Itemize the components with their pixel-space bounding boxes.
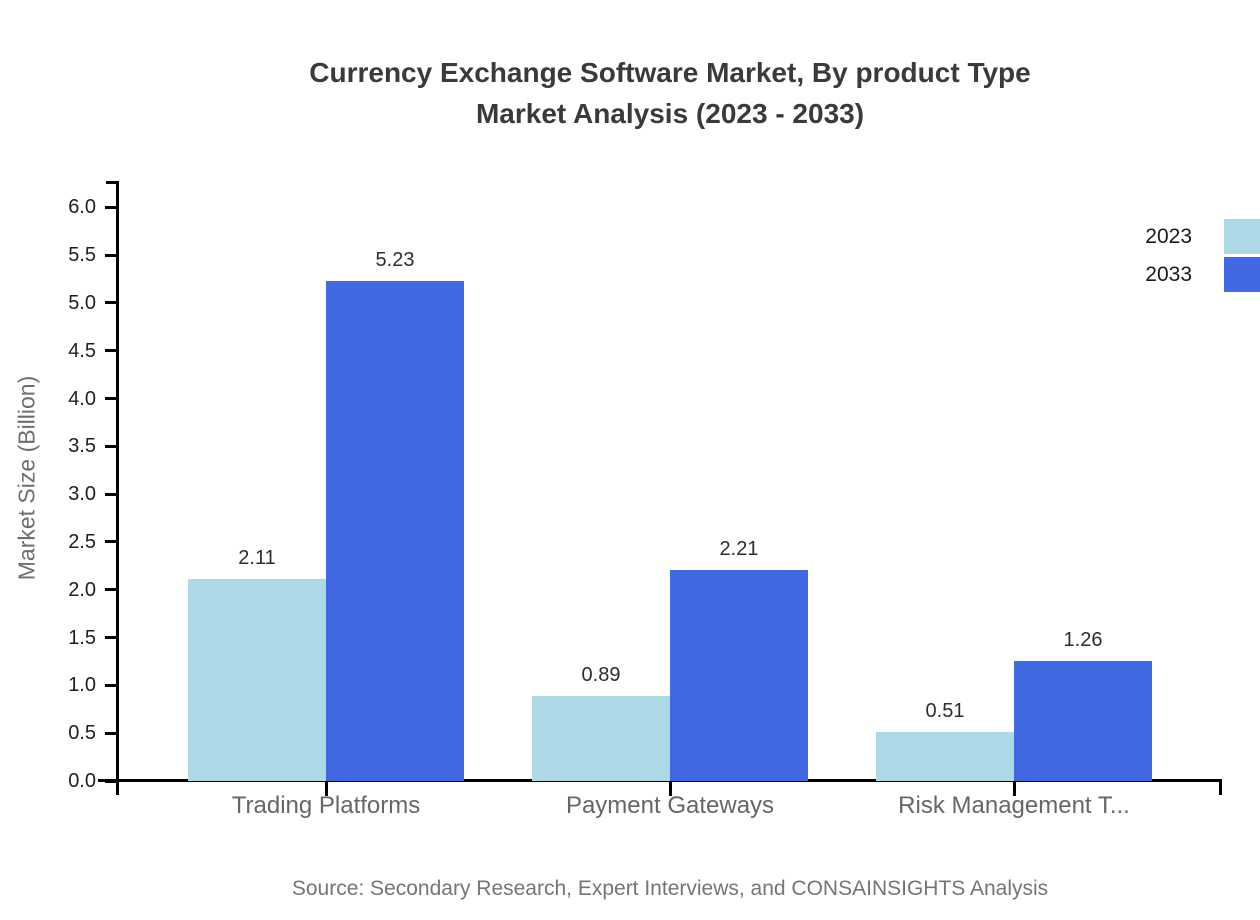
y-tick-label: 5.5 xyxy=(68,244,96,267)
x-tick xyxy=(324,781,328,796)
legend-label: 2033 xyxy=(1145,262,1192,286)
chart-title: Currency Exchange Software Market, By pr… xyxy=(80,52,1260,134)
y-tick xyxy=(105,540,118,544)
y-tick xyxy=(105,683,118,687)
bar-value-label: 0.89 xyxy=(581,663,621,686)
y-tick xyxy=(105,444,118,448)
source-note: Source: Secondary Research, Expert Inter… xyxy=(291,877,1049,900)
bar xyxy=(326,280,464,781)
bar-value-label: 0.51 xyxy=(925,700,965,723)
y-tick-label: 3.5 xyxy=(68,435,96,458)
bar xyxy=(188,579,326,781)
bar xyxy=(670,569,808,781)
y-tick-label: 0.0 xyxy=(68,770,96,792)
y-tick-label: 1.0 xyxy=(68,674,96,697)
y-tick xyxy=(105,349,118,353)
y-tick xyxy=(105,397,118,401)
y-tick-label: 6.0 xyxy=(68,196,96,219)
x-category-label: Trading Platforms xyxy=(231,792,421,819)
bar-value-label: 1.26 xyxy=(1063,628,1103,651)
y-tick xyxy=(105,588,118,592)
legend-label: 2023 xyxy=(1145,224,1192,248)
bar-value-label: 5.23 xyxy=(375,248,415,271)
y-tick-label: 2.0 xyxy=(68,578,96,601)
y-tick xyxy=(105,205,118,209)
y-tick xyxy=(105,779,118,783)
y-tick xyxy=(105,301,118,305)
y-tick-label: 2.5 xyxy=(68,530,96,553)
y-axis-spine xyxy=(116,181,119,795)
x-tick xyxy=(1012,781,1016,796)
y-tick-label: 4.5 xyxy=(68,339,96,362)
y-tick-label: 1.5 xyxy=(68,626,96,649)
legend: 2023 2033 xyxy=(1145,219,1260,292)
x-category-label: Payment Gateways xyxy=(565,792,775,819)
y-tick-label: 4.0 xyxy=(68,387,96,410)
y-tick xyxy=(105,636,118,640)
chart-title-line2: Market Analysis (2023 - 2033) xyxy=(475,98,865,129)
legend-swatch xyxy=(1224,257,1260,292)
x-axis-end-cap xyxy=(1219,779,1222,795)
legend-item: 2023 xyxy=(1145,219,1260,254)
y-axis-top-cap xyxy=(106,181,119,184)
legend-swatch xyxy=(1224,219,1260,254)
x-tick xyxy=(668,781,672,796)
y-tick-label: 5.0 xyxy=(68,291,96,314)
bar xyxy=(1014,660,1152,781)
bar-value-label: 2.11 xyxy=(238,547,276,570)
legend-item: 2033 xyxy=(1145,257,1260,292)
bar xyxy=(876,732,1014,781)
y-tick-label: 3.0 xyxy=(68,483,96,506)
x-category-label: Risk Management T... xyxy=(898,792,1130,819)
y-tick xyxy=(105,731,118,735)
y-tick xyxy=(105,492,118,496)
bar xyxy=(532,695,670,781)
y-tick-label: 0.5 xyxy=(68,722,96,745)
y-tick xyxy=(105,253,118,257)
chart-title-line1: Currency Exchange Software Market, By pr… xyxy=(309,57,1031,88)
bar-value-label: 2.21 xyxy=(719,537,759,560)
